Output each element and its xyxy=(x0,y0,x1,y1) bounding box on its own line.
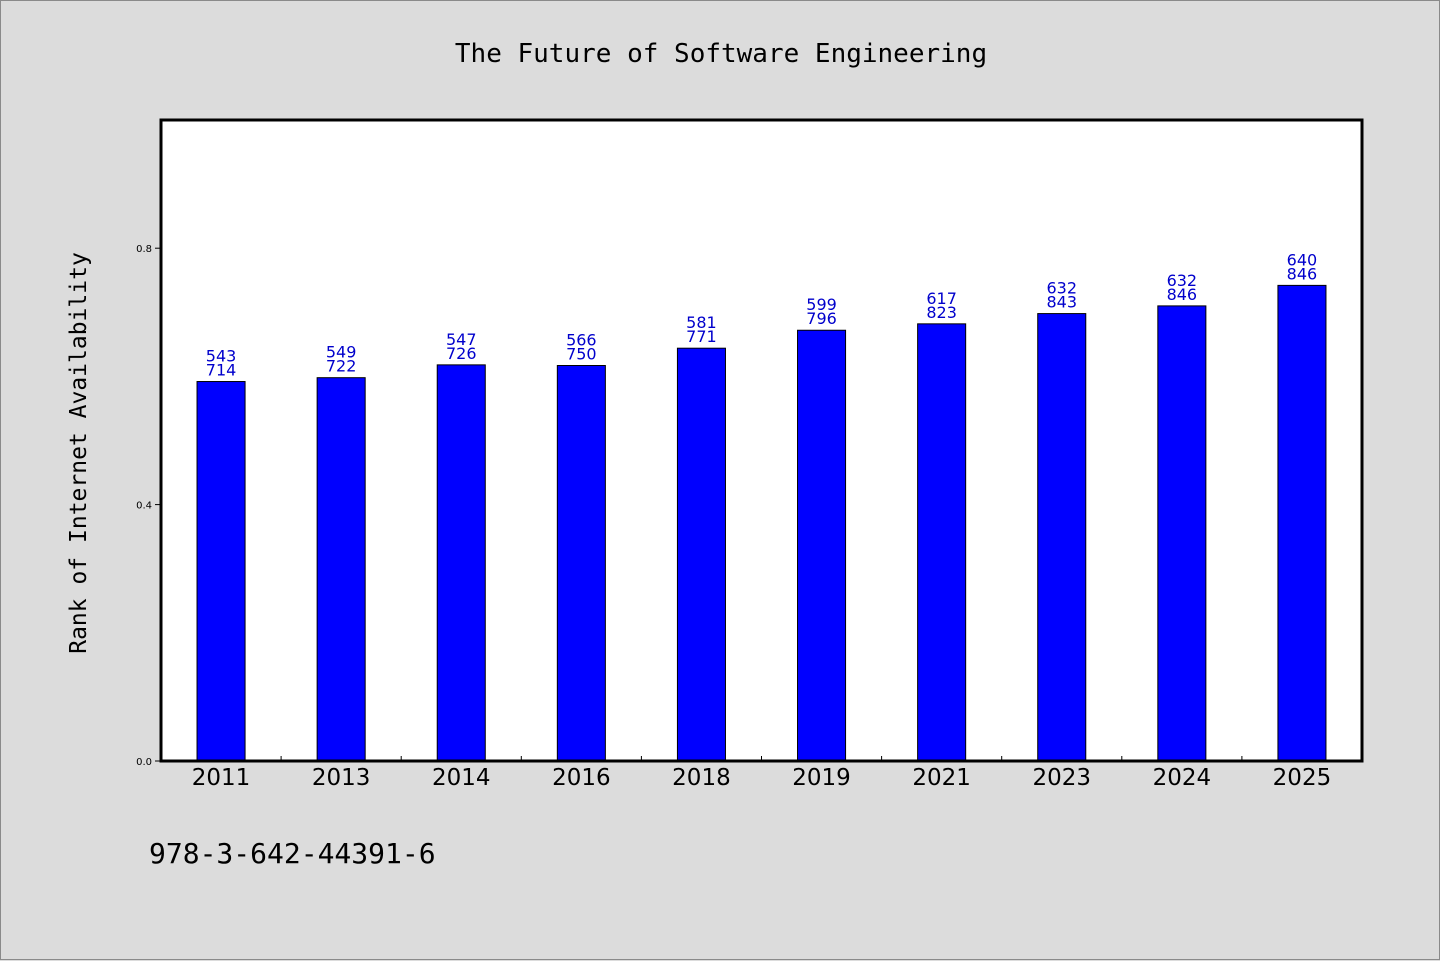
y-tick-label-0.8: 0.8 xyxy=(136,244,152,255)
bar-2021 xyxy=(917,323,967,762)
bar-label-top-2025: 640 xyxy=(1287,250,1318,269)
bar-2011 xyxy=(196,381,246,762)
x-tick-label-2016: 2016 xyxy=(552,765,611,791)
bar-label-top-2011: 543 xyxy=(206,347,237,366)
bar-label-bottom-2025: 846 xyxy=(1287,264,1318,283)
x-tick-label-2013: 2013 xyxy=(312,765,371,791)
bar-label-bottom-2016: 750 xyxy=(566,345,597,364)
chart-title: The Future of Software Engineering xyxy=(455,39,987,69)
y-tick-label-0.4: 0.4 xyxy=(136,501,152,512)
bar-label-bottom-2019: 796 xyxy=(806,309,837,328)
bar-label-bottom-2023: 843 xyxy=(1046,293,1077,312)
bar-label-top-2014: 547 xyxy=(446,330,477,349)
bar-label-bottom-2018: 771 xyxy=(686,327,717,346)
bar-label-bottom-2013: 722 xyxy=(326,357,357,376)
x-tick-label-2014: 2014 xyxy=(432,765,491,791)
bar-2018 xyxy=(676,347,726,762)
bar-label-top-2021: 617 xyxy=(926,289,957,308)
bar-label-top-2018: 581 xyxy=(686,313,717,332)
x-tick-label-2018: 2018 xyxy=(672,765,731,791)
bar-label-bottom-2014: 726 xyxy=(446,344,477,363)
bar-2014 xyxy=(436,364,486,762)
bar-2023 xyxy=(1037,313,1087,762)
bar-label-bottom-2021: 823 xyxy=(926,303,957,322)
x-tick-label-2011: 2011 xyxy=(192,765,251,791)
bar-label-bottom-2011: 714 xyxy=(206,361,237,380)
isbn-footer: 978-3-642-44391-6 xyxy=(149,837,436,870)
bar-label-top-2019: 599 xyxy=(806,295,837,314)
bar-label-top-2016: 566 xyxy=(566,331,597,350)
x-tick-label-2021: 2021 xyxy=(912,765,971,791)
bar-2016 xyxy=(556,365,606,762)
x-tick-label-2019: 2019 xyxy=(792,765,851,791)
bar-2024 xyxy=(1157,305,1207,762)
bar-label-bottom-2024: 846 xyxy=(1167,285,1198,304)
y-axis-label: Rank of Internet Availability xyxy=(66,252,92,654)
bar-label-top-2023: 632 xyxy=(1046,279,1077,298)
x-tick-label-2023: 2023 xyxy=(1032,765,1091,791)
bar-label-top-2013: 549 xyxy=(326,343,357,362)
bar-label-top-2024: 632 xyxy=(1167,271,1198,290)
y-tick-label-0.0: 0.0 xyxy=(136,757,152,768)
plot-border xyxy=(159,118,1364,763)
axis-ticks: 2011 2013 2014 2016 2018 2019 2021 2023 2024 2025… xyxy=(136,244,1331,791)
bars-group: 5437145497225477265667505817715997966178… xyxy=(196,250,1327,762)
x-tick-label-2025: 2025 xyxy=(1273,765,1332,791)
x-tick-label-2024: 2024 xyxy=(1153,765,1212,791)
bar-2013 xyxy=(316,377,366,762)
bar-2019 xyxy=(797,329,847,762)
bar-2025 xyxy=(1277,284,1327,762)
